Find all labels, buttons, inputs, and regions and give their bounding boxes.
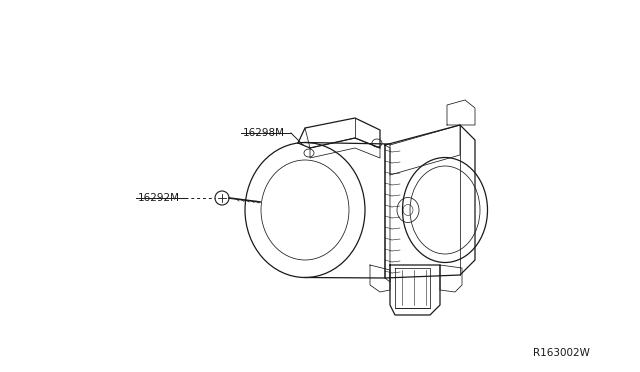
Text: 16298M: 16298M (243, 128, 285, 138)
Text: R163002W: R163002W (533, 348, 590, 358)
Text: 16292M: 16292M (138, 193, 180, 203)
Ellipse shape (215, 191, 229, 205)
